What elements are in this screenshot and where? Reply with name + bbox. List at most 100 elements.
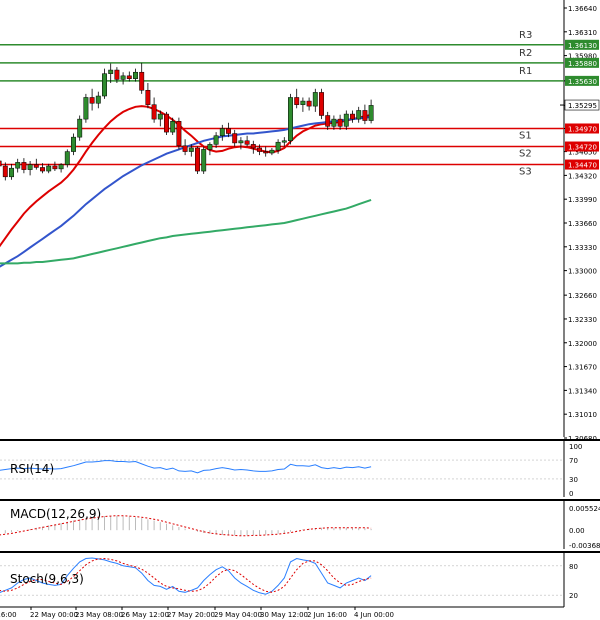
candle-body [275,141,281,151]
candle-body [226,128,231,134]
level-name-r2: R2 [519,48,532,59]
price-tick-label: 1.33660 [568,220,597,228]
candle-body [46,165,52,172]
stoch-tick-label: 80 [569,563,578,571]
price-tick-label: 1.34650 [568,149,597,157]
level-name-s2: S2 [519,149,532,160]
macd-tick-label: 0.005524 [569,505,600,513]
stoch-label: Stoch(9,6,3) [10,572,84,586]
price-tick-label: 1.33990 [568,196,597,204]
macd-tick-label: 0.00 [569,527,585,535]
candle-body [40,167,45,172]
rsi-panel: 100 70 30 0 RSI(14) [0,439,600,498]
candle-body [213,135,219,145]
macd-signal-line [0,515,372,537]
candle-body [300,100,306,105]
price-tick-label: 1.35980 [568,53,597,61]
rsi-tick-label: 70 [569,457,578,465]
stoch-panel: 80 20 Stoch(9,6,3) [0,551,600,607]
price-tick-label: 1.33000 [568,268,597,276]
price-tick-label: 1.31340 [568,387,597,395]
price-tick-label: 1.32000 [568,340,597,348]
price-tick-label: 1.36640 [568,5,597,13]
price-tick-label: 1.36310 [568,29,597,37]
candle-body [52,165,58,170]
candle-body [176,121,182,147]
level-price-label: 1.35630 [568,78,597,86]
candle-body [257,147,262,152]
candle-body [201,149,207,172]
level-price-label: 1.35880 [568,60,597,68]
level-price-label: 1.34470 [568,162,597,170]
candle-body [269,149,275,154]
time-tick-label: 22 May 00:00 [30,611,78,619]
time-tick-label: 30 May 12:00 [260,611,308,619]
ma-medium-line [0,115,372,268]
level-price-tag [565,123,599,134]
rsi-tick-label: 100 [569,443,582,451]
level-price-tag [565,75,599,86]
price-panel: 1.36640 1.36310 1.35980 1.35630 1.35295 1.349… [0,0,600,443]
rsi-tick-label: 0 [569,490,573,498]
candle-body [64,151,70,165]
time-tick-label: 26 May 12:00 [121,611,169,619]
candle-body [77,118,83,138]
level-price-tag [565,141,599,152]
candle-body [362,110,368,121]
candle-body [281,140,287,143]
time-tick-label: 29 May 04:00 [214,611,262,619]
candle-body [356,110,362,120]
candle-body [244,140,250,145]
candle-body [83,97,89,120]
candle-body [207,144,213,150]
candle-body [9,167,14,178]
price-tick-label: 1.32330 [568,316,597,324]
candle-body [15,162,21,169]
candle-body [108,69,114,74]
candle-body [343,113,349,127]
candle-body [325,115,331,127]
time-tick-label: 2 Jun 16:00 [307,611,347,619]
candle-body [157,113,163,120]
macd-tick-label: -0.003689 [569,542,600,550]
stoch-d-line [0,557,372,593]
macd-panel: 0.005524 0.00 -0.003689 MACD(12,26,9) [0,499,600,550]
candle-body [0,160,2,167]
time-tick-label: y 16:00 [0,611,17,619]
macd-label: MACD(12,26,9) [10,507,101,521]
level-price-tag [565,159,599,170]
price-tick-label: 1.31010 [568,411,597,419]
candle-body [306,100,312,107]
candle-body [145,89,151,105]
ma-fast-line [0,105,372,248]
stoch-tick-label: 20 [569,592,578,600]
level-name-r1: R1 [519,66,532,77]
candle-body [89,97,95,104]
candle-body [195,147,200,172]
candle-body [2,165,8,178]
candle-body [58,164,64,170]
level-price-tag [565,57,599,68]
current-price-label: 1.35295 [568,102,597,110]
rsi-label: RSI(14) [10,462,54,476]
price-tick-label: 1.32660 [568,292,597,300]
level-name-r3: R3 [519,30,532,41]
candle-body [368,105,374,121]
candle-body [238,140,244,144]
candle-body [102,73,107,97]
level-price-tag [565,39,599,50]
level-price-label: 1.34720 [568,144,597,152]
candle-body [151,104,157,120]
candle-body [319,92,324,116]
candle-body [95,95,101,104]
time-tick-label: 4 Jun 00:00 [354,611,394,619]
candle-body [219,128,225,136]
candle-body [312,92,318,107]
candle-body [182,145,188,152]
candle-body [170,121,176,133]
level-name-s3: S3 [519,167,532,178]
level-price-label: 1.36130 [568,42,597,50]
candle-body [21,162,27,170]
candle-body [288,97,293,142]
